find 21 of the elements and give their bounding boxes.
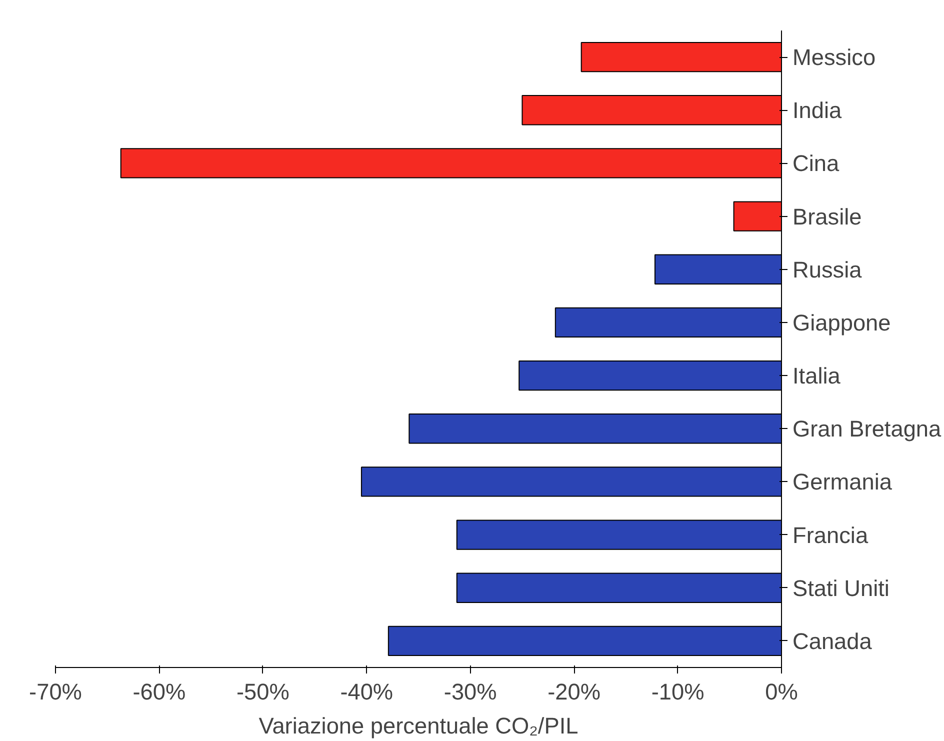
y-tick-label: Germania — [792, 468, 892, 495]
x-axis-title: Variazione percentuale CO₂/PIL — [258, 712, 578, 738]
y-tick-label: Russia — [792, 256, 862, 282]
y-tick-label: Brasile — [792, 203, 862, 230]
y-tick-label: India — [792, 97, 842, 124]
x-tick-label: -10% — [651, 678, 704, 704]
y-tick-label: Canada — [792, 628, 872, 654]
x-tick-label: -60% — [132, 678, 186, 704]
y-tick-label: Italia — [792, 362, 841, 389]
x-tick-label: -20% — [548, 678, 601, 704]
y-tick-label: Cina — [792, 150, 840, 176]
y-tick-label: Francia — [792, 522, 868, 548]
x-tick-label: -50% — [236, 678, 290, 704]
x-tick-label: -30% — [444, 678, 497, 704]
y-tick-label: Messico — [792, 44, 876, 70]
y-tick-label: Giappone — [792, 309, 891, 336]
x-tick-label: -40% — [340, 678, 394, 704]
x-tick-label: 0% — [765, 678, 798, 704]
y-tick-label: Stati Uniti — [792, 574, 890, 601]
x-tick-label: -70% — [29, 678, 82, 704]
y-tick-label: Gran Bretagna — [792, 416, 942, 442]
